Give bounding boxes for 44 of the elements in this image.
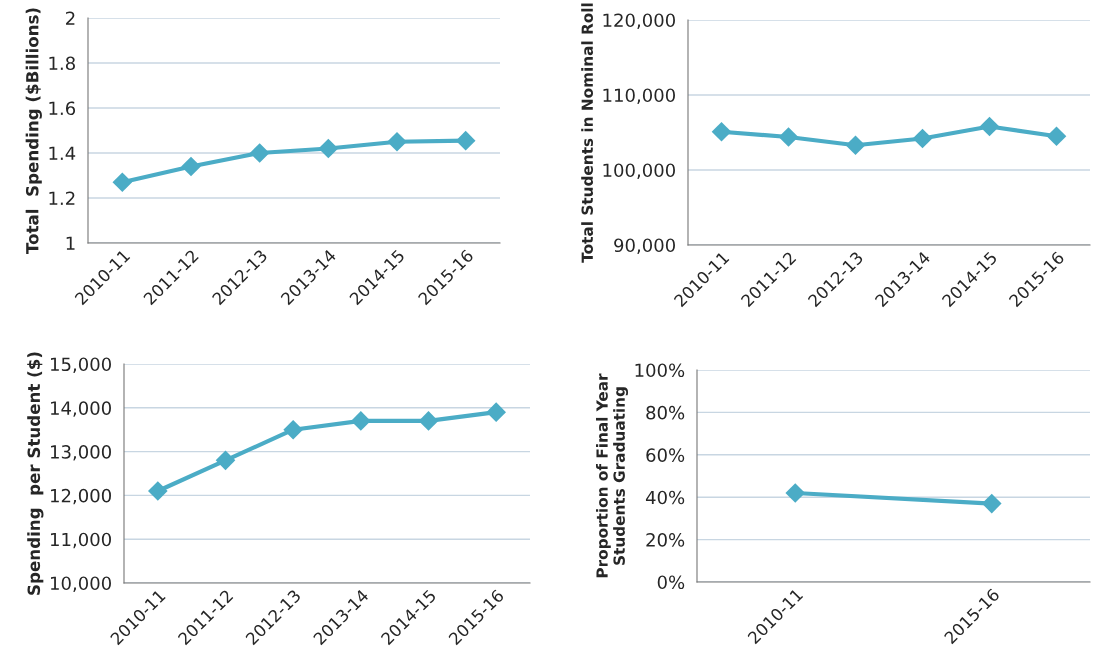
y-axis-title: Spending per Student ($) [27, 352, 44, 595]
point [387, 131, 407, 152]
y-tick-label: 12,000 [51, 488, 111, 505]
y-tick-label: 1.6 [49, 101, 76, 116]
y-tick-label: 2 [66, 11, 75, 25]
point [351, 411, 371, 431]
y-tick-label: 40% [645, 490, 685, 505]
point [912, 128, 933, 149]
y-tick-label: 60% [646, 448, 685, 462]
y-tick-label: 11,000 [51, 532, 111, 549]
point [283, 419, 303, 440]
point [112, 172, 133, 193]
point [1046, 126, 1067, 147]
point [148, 481, 168, 501]
y-axis-title: Proportion of Final Year Students Graduating [596, 373, 629, 578]
point [486, 402, 506, 422]
y-tick-label: 90,000 [614, 238, 675, 254]
y-tick-label: 20% [646, 533, 685, 547]
y-tick-label: 1.4 [49, 146, 76, 160]
point [455, 130, 476, 151]
y-tick-label: 1.2 [49, 191, 75, 205]
y-tick-label: 80% [646, 405, 685, 420]
point [318, 138, 339, 159]
point [249, 143, 270, 163]
point [181, 156, 201, 177]
point [979, 116, 1000, 137]
y-tick-label: 1.8 [49, 56, 75, 71]
point [711, 121, 732, 142]
y-tick-label: 14,000 [51, 401, 111, 417]
point [778, 127, 799, 147]
y-axis-title: Total Students in Nominal Roll [581, 3, 594, 263]
y-tick-label: 10,000 [51, 576, 111, 592]
point [215, 450, 236, 471]
y-tick-label: 13,000 [51, 445, 111, 461]
y-tick-label: 15,000 [51, 357, 111, 373]
y-tick-label: 100% [635, 363, 685, 378]
y-tick-label: 1 [66, 236, 75, 250]
y-tick-label: 120,000 [603, 13, 675, 29]
y-tick-label: 0% [657, 575, 685, 590]
point [418, 411, 439, 431]
y-tick-label: 110,000 [603, 88, 675, 104]
y-tick-label: 100,000 [603, 163, 675, 179]
y-axis-title: Total Spending ($Billions) [25, 8, 42, 254]
point [845, 135, 866, 156]
